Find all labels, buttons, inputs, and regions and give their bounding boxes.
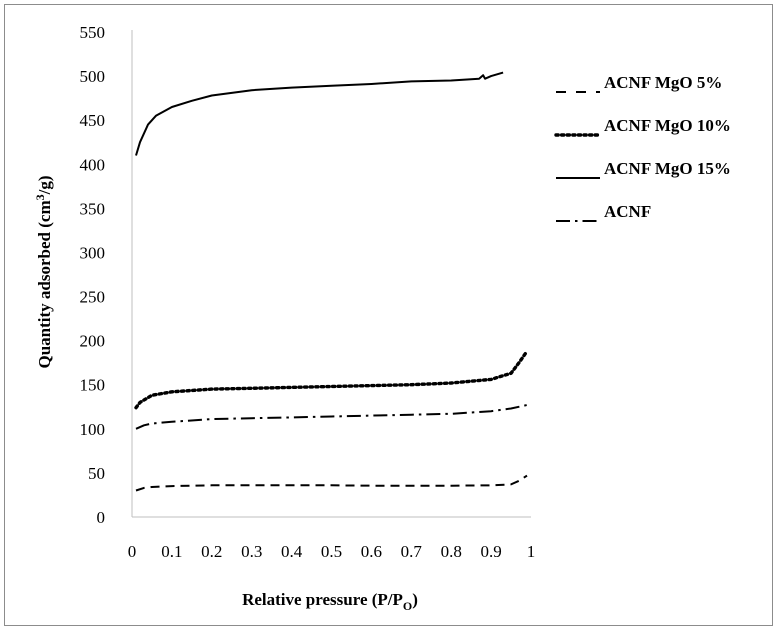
series-layer (134, 71, 529, 492)
x-tick-label: 0 (128, 542, 137, 561)
y-tick-label: 350 (80, 199, 106, 218)
x-tick-labels: 0 0.1 0.2 0.3 0.4 0.5 0.6 0.7 0.8 0.9 1 (128, 542, 536, 561)
y-tick-labels: 0 50 100 150 200 250 300 350 400 450 500 550 (80, 23, 106, 527)
series-line-2 (134, 349, 529, 410)
series-line-4 (135, 404, 528, 430)
y-tick-label: 450 (80, 111, 106, 130)
legend-label-2: ACNF MgO 10% (604, 116, 731, 135)
x-tick-label: 0.3 (241, 542, 262, 561)
legend: ACNF MgO 5% ACNF MgO 10% ACNF MgO 15% ACNF (554, 73, 731, 222)
x-tick-label: 0.9 (480, 542, 501, 561)
y-tick-label: 200 (80, 332, 106, 351)
x-tick-label: 0.4 (281, 542, 303, 561)
x-tick-label: 0.1 (161, 542, 182, 561)
y-tick-label: 100 (80, 420, 106, 439)
x-tick-label: 1 (527, 542, 536, 561)
legend-label-4: ACNF (604, 202, 651, 221)
y-tick-label: 300 (80, 243, 106, 262)
y-tick-label: 400 (80, 155, 106, 174)
x-tick-label: 0.7 (401, 542, 423, 561)
y-tick-label: 550 (80, 23, 106, 42)
series-line-1 (135, 474, 528, 492)
plot-area (131, 30, 531, 518)
legend-label-1: ACNF MgO 5% (604, 73, 722, 92)
y-axis-title: Quantity adsorbed (cm3/g) (33, 175, 54, 368)
y-tick-label: 150 (80, 376, 106, 395)
y-tick-label: 250 (80, 288, 106, 307)
y-tick-label: 50 (88, 464, 105, 483)
x-tick-label: 0.8 (441, 542, 462, 561)
x-tick-label: 0.6 (361, 542, 382, 561)
legend-label-3: ACNF MgO 15% (604, 159, 731, 178)
y-tick-label: 0 (97, 508, 106, 527)
series-line-3 (135, 71, 504, 156)
y-tick-label: 500 (80, 67, 106, 86)
x-axis-title: Relative pressure (P/PO) (242, 590, 418, 613)
x-tick-label: 0.2 (201, 542, 222, 561)
x-tick-label: 0.5 (321, 542, 342, 561)
